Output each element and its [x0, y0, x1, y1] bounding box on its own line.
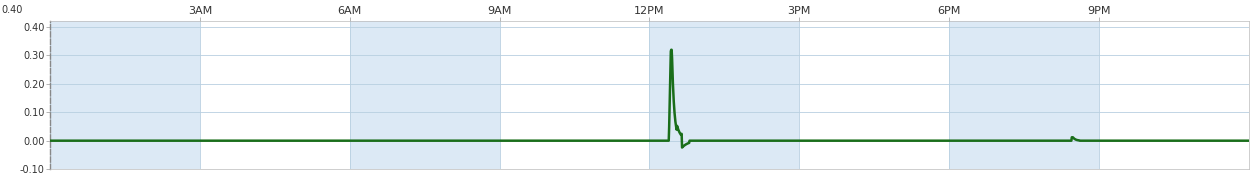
Bar — [1099, 21, 1249, 169]
Bar — [799, 21, 949, 169]
Bar — [350, 21, 500, 169]
Bar — [50, 21, 200, 169]
Text: 0.40: 0.40 — [1, 5, 22, 15]
Bar — [949, 21, 1099, 169]
Bar — [500, 21, 650, 169]
Bar — [650, 21, 799, 169]
Bar — [200, 21, 350, 169]
